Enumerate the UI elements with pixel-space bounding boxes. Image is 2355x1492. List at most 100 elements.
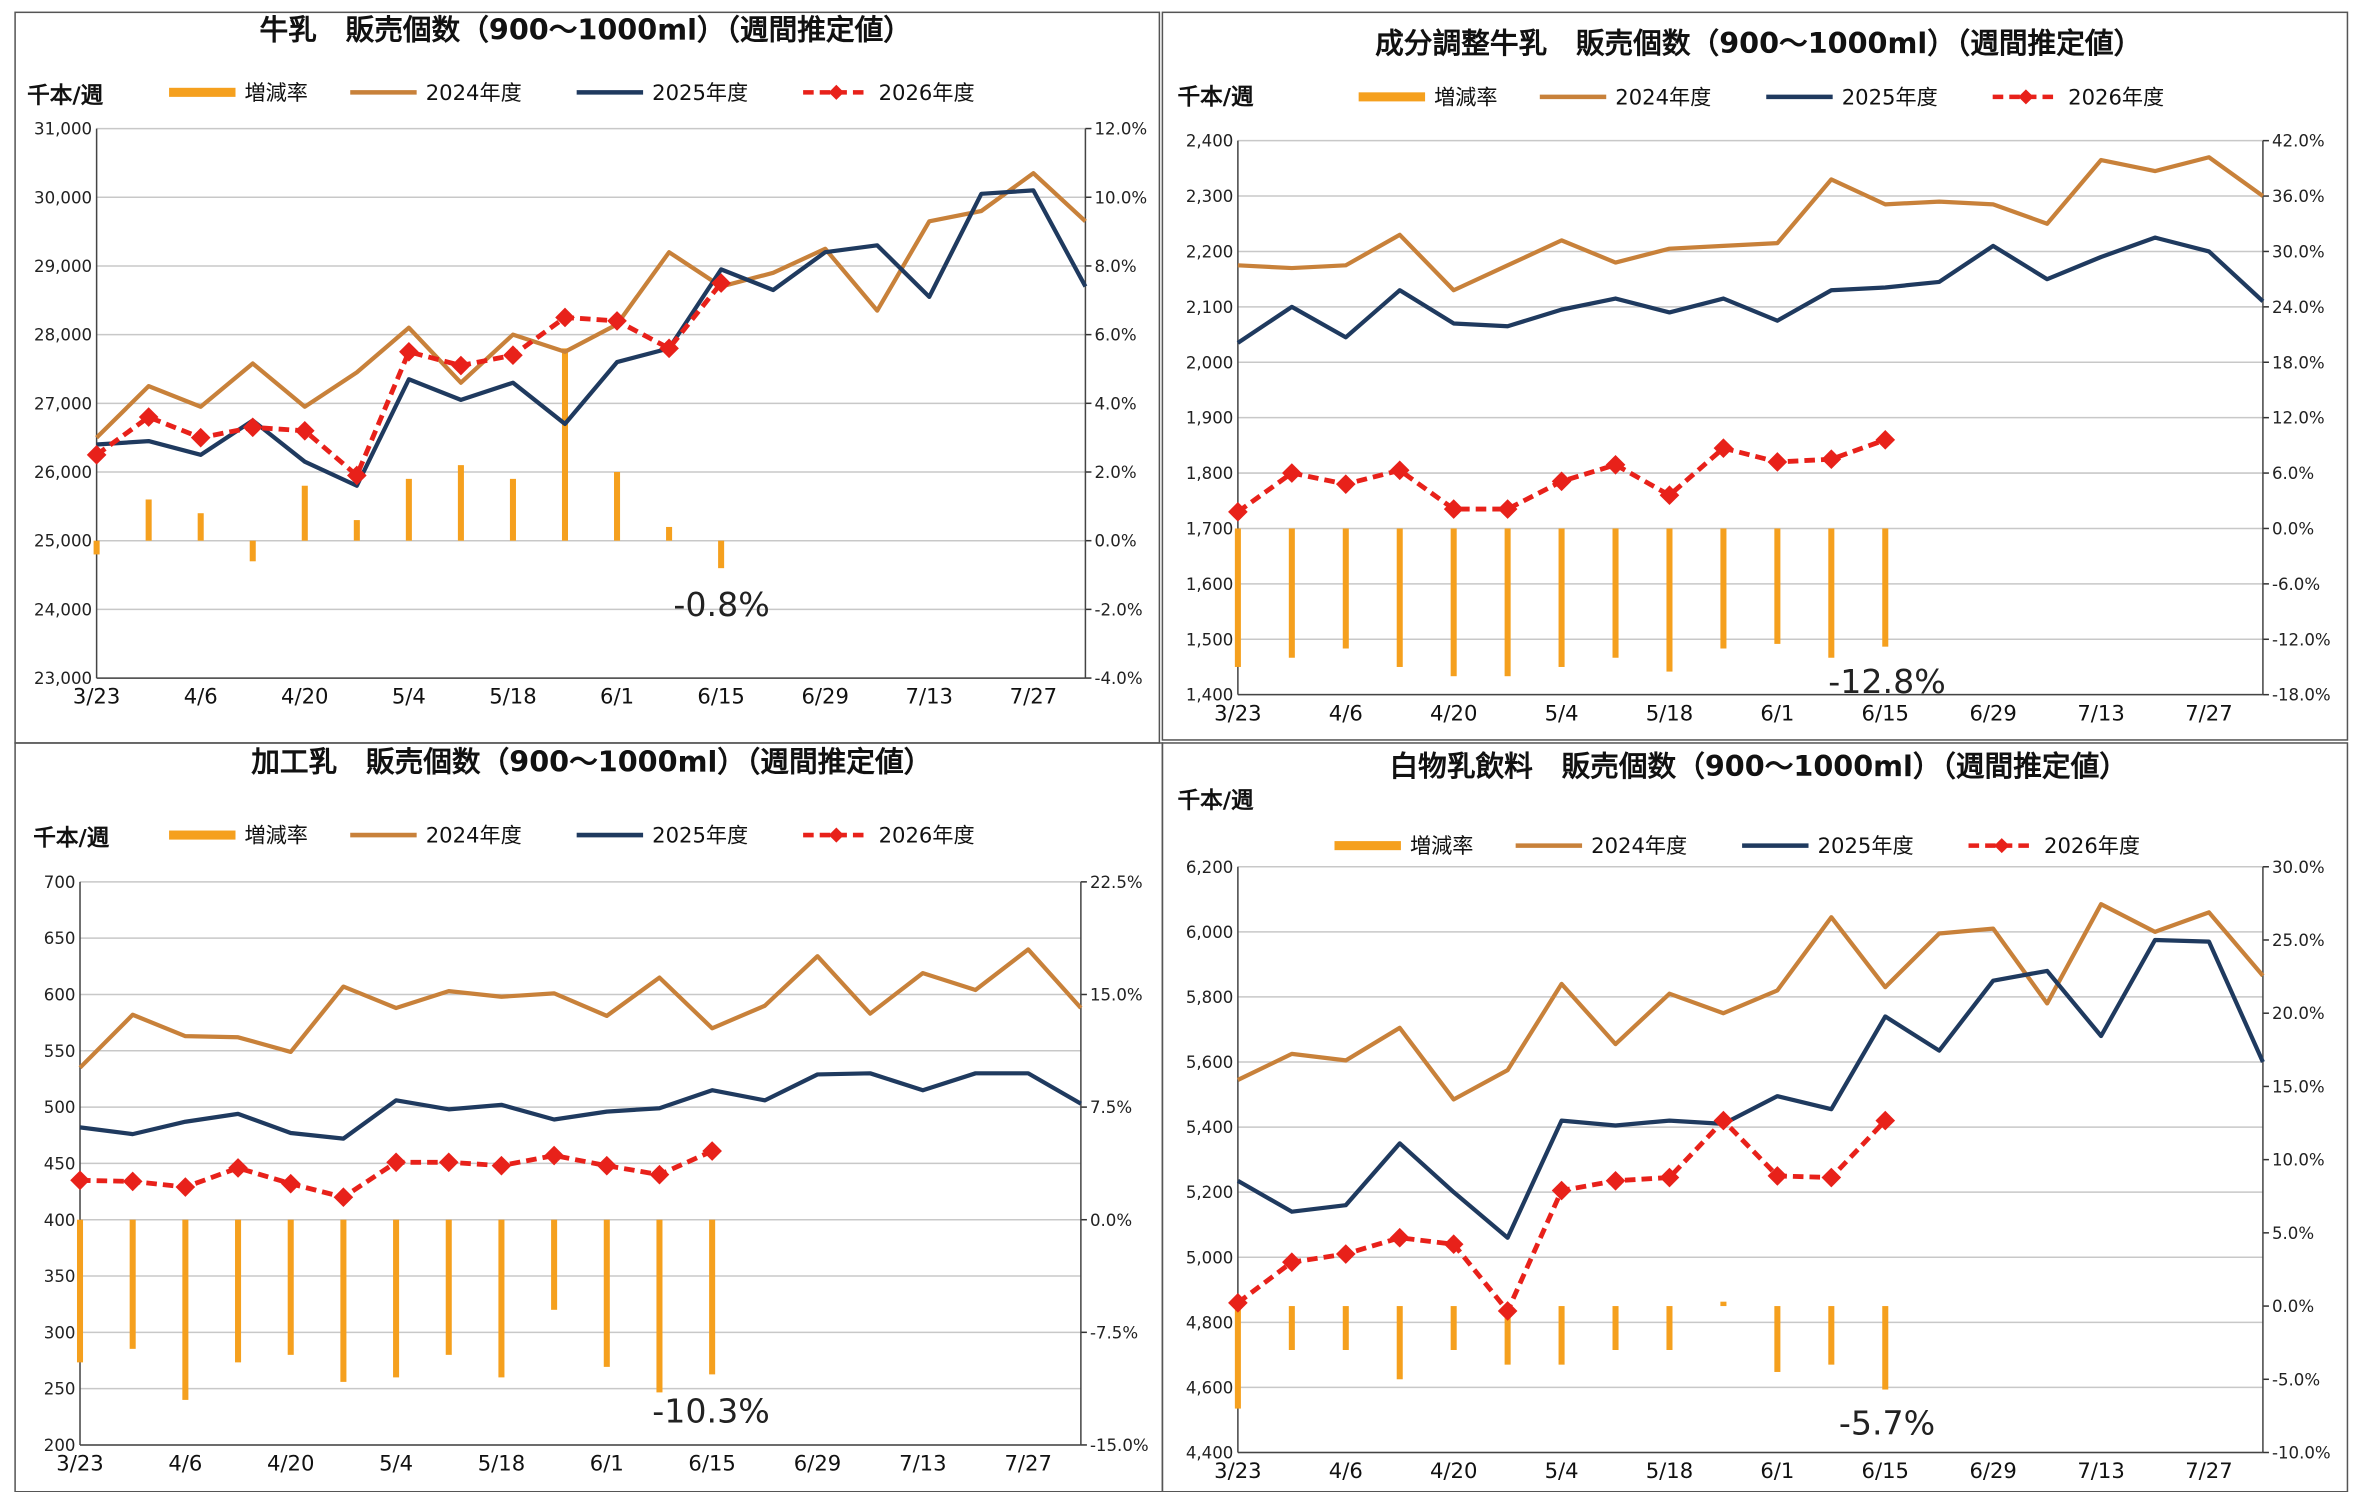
- y2-tick-label: 25.0%: [2272, 931, 2325, 950]
- x-tick-label: 5/4: [379, 1451, 413, 1476]
- marker: [228, 1158, 248, 1178]
- y-tick-label: 300: [44, 1323, 76, 1342]
- x-tick-label: 6/15: [1862, 1458, 1909, 1483]
- bar: [1234, 528, 1241, 667]
- y-tick-label: 1,600: [1186, 575, 1234, 594]
- bar: [656, 1219, 663, 1393]
- marker: [451, 355, 471, 376]
- legend-label: 増減率: [245, 80, 308, 105]
- y2-tick-label: 7.5%: [1090, 1098, 1132, 1117]
- y2-tick-label: 2.0%: [1094, 463, 1136, 482]
- marker: [1659, 485, 1680, 506]
- y-tick-label: 1,700: [1186, 520, 1234, 539]
- y-axis-label: 千本/週: [1178, 788, 1255, 814]
- bar: [1612, 1306, 1619, 1350]
- y-tick-label: 2,000: [1186, 353, 1234, 372]
- y-tick-label: 27,000: [34, 394, 92, 413]
- x-tick-label: 6/15: [688, 1451, 735, 1476]
- y-tick-label: 2,200: [1186, 242, 1234, 261]
- y2-tick-label: 10.0%: [1094, 188, 1147, 207]
- y-axis-label: 千本/週: [27, 83, 104, 109]
- bar: [1396, 528, 1403, 667]
- annotation: -5.7%: [1839, 1403, 1935, 1442]
- x-tick-label: 7/27: [1010, 684, 1057, 709]
- y2-tick-label: -2.0%: [1094, 600, 1142, 619]
- chart-title: 牛乳 販売個数（900～1000ml）（週間推定値）: [260, 13, 912, 47]
- legend-label: 2025年度: [1842, 84, 1938, 109]
- bar: [197, 513, 204, 541]
- marker: [1443, 499, 1464, 519]
- legend-swatch: [1334, 841, 1401, 851]
- bar: [509, 478, 516, 541]
- y-tick-label: 4,800: [1186, 1313, 1234, 1332]
- legend-label: 2024年度: [426, 823, 522, 848]
- marker: [138, 407, 159, 427]
- y2-tick-label: 22.5%: [1090, 873, 1143, 892]
- x-tick-label: 7/27: [1004, 1451, 1051, 1476]
- chart-title: 白物乳飲料 販売個数（900～1000ml）（週間推定値）: [1389, 749, 2127, 783]
- marker: [1389, 1227, 1410, 1248]
- legend-label: 2026年度: [2044, 833, 2140, 858]
- bar: [353, 520, 360, 541]
- x-tick-label: 5/4: [392, 684, 426, 709]
- y2-tick-label: -6.0%: [2272, 575, 2320, 594]
- bar: [718, 540, 725, 569]
- bar: [457, 465, 464, 541]
- legend-label: 2025年度: [652, 80, 748, 105]
- marker: [1282, 1252, 1302, 1272]
- y2-tick-label: 36.0%: [2272, 187, 2325, 206]
- legend-marker: [828, 827, 844, 843]
- marker: [1228, 1293, 1248, 1313]
- annotation: -10.3%: [652, 1391, 769, 1430]
- legend-label: 2024年度: [1591, 833, 1687, 858]
- y-tick-label: 700: [44, 873, 76, 892]
- marker: [122, 1171, 143, 1192]
- marker: [659, 338, 679, 359]
- line-series: [1236, 937, 2265, 1240]
- x-tick-label: 6/29: [1969, 700, 2016, 725]
- x-tick-label: 5/4: [1545, 1458, 1579, 1483]
- bar: [561, 348, 569, 541]
- line-series: [1237, 155, 2265, 293]
- bar: [340, 1219, 347, 1382]
- y2-tick-label: -12.0%: [2272, 630, 2331, 649]
- y-tick-label: 400: [44, 1211, 76, 1230]
- x-tick-label: 7/13: [2077, 700, 2124, 725]
- x-tick-label: 6/29: [801, 684, 848, 709]
- x-tick-label: 6/1: [1760, 700, 1794, 725]
- marker: [1335, 1244, 1356, 1264]
- y-tick-label: 5,200: [1186, 1183, 1234, 1202]
- bar: [1666, 528, 1673, 672]
- line-series: [78, 947, 1083, 1070]
- y-tick-label: 650: [44, 929, 76, 948]
- legend-label: 増減率: [1410, 833, 1473, 858]
- bar: [1612, 528, 1619, 658]
- marker: [1605, 454, 1626, 475]
- bar: [1504, 528, 1511, 677]
- x-tick-label: 6/29: [1969, 1458, 2016, 1483]
- y2-tick-label: -18.0%: [2272, 686, 2331, 705]
- x-tick-label: 3/23: [1214, 700, 1261, 725]
- y-tick-label: 5,800: [1186, 988, 1234, 1007]
- y2-tick-label: 4.0%: [1094, 394, 1136, 413]
- bar: [393, 1219, 400, 1378]
- marker: [607, 311, 627, 331]
- marker: [399, 341, 419, 362]
- marker: [333, 1187, 354, 1208]
- marker: [175, 1177, 196, 1197]
- legend-label: 2025年度: [1818, 833, 1914, 858]
- y2-tick-label: 0.0%: [2272, 520, 2314, 539]
- bar: [182, 1219, 189, 1400]
- marker: [1551, 1180, 1572, 1201]
- bar: [1288, 528, 1295, 658]
- legend-swatch: [169, 830, 236, 840]
- bar: [145, 499, 152, 541]
- x-tick-label: 6/15: [697, 684, 744, 709]
- bar: [1450, 528, 1457, 677]
- x-tick-label: 4/20: [267, 1451, 314, 1476]
- x-tick-label: 4/6: [1329, 1458, 1363, 1483]
- bar: [301, 485, 308, 541]
- marker: [242, 417, 263, 438]
- y-tick-label: 600: [44, 986, 76, 1005]
